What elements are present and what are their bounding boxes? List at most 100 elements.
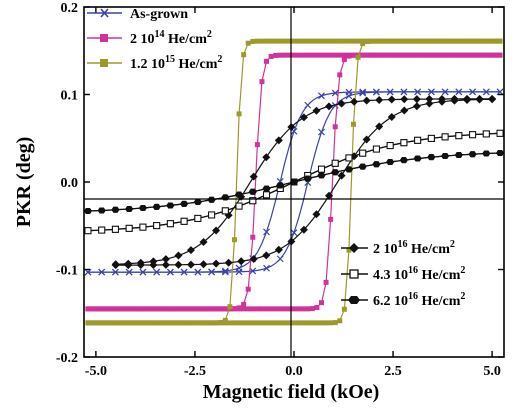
data-point [496,149,505,156]
data-point [325,191,333,200]
data-point [290,229,298,237]
data-point [245,40,251,46]
data-point [111,225,119,233]
data-point [199,306,205,312]
data-point [124,261,133,270]
data-point [454,152,463,159]
data-point [149,260,158,269]
y-tick-label: 0.0 [61,176,79,191]
data-point [314,320,320,326]
data-point [180,268,188,276]
data-point [286,320,292,326]
legend-label-as-grown: As-grown [130,7,188,22]
data-point [144,320,150,326]
data-point [273,52,279,58]
data-point [447,38,453,44]
data-point [456,38,462,44]
legend-swatch-marker-4-3e16 [349,269,359,279]
data-point [158,320,164,326]
data-point [166,202,175,209]
data-point [221,207,229,215]
data-point [337,52,343,58]
data-point [414,88,422,96]
y-tick-label: -0.2 [56,351,78,366]
data-point [222,320,228,326]
data-point [341,57,347,63]
data-point [83,208,92,215]
legend-item-1-2e15: 1.2 1015 He/cm2 [87,54,222,72]
data-point [99,320,105,326]
data-point [479,38,485,44]
data-point [405,38,411,44]
data-point [360,52,366,58]
data-point [250,320,256,326]
data-point [299,113,308,122]
data-point [318,320,324,326]
legend-top: As-grown 2 1014 He/cm2 1.2 1015 He/cm2 [87,7,222,72]
data-point [424,52,430,58]
data-point [424,38,430,44]
data-point [441,88,449,96]
data-point [112,320,118,326]
series-line [115,98,493,265]
data-point [126,320,132,326]
data-point [375,122,384,131]
data-point [413,155,422,162]
data-point [350,97,359,106]
data-point [405,52,411,58]
data-point [332,124,338,130]
data-point [488,95,497,104]
data-point [305,52,311,58]
data-point [482,88,490,96]
data-point [135,306,141,312]
legend-label-1-2e15: 1.2 1015 He/cm2 [130,54,222,72]
data-point [437,97,446,106]
data-point [460,52,466,58]
data-point [296,320,302,326]
legend-item-6-2e16: 6.2 1016 He/cm2 [341,291,465,309]
data-point [277,320,283,326]
data-point [291,306,297,312]
data-point [305,306,311,312]
data-point [332,52,338,58]
data-point [177,320,183,326]
x-tick-label: 0.0 [285,364,303,379]
data-point [125,205,134,212]
data-point [497,52,503,58]
data-point [346,247,352,253]
x-tick-label: -2.5 [184,364,206,379]
data-point [277,38,283,44]
data-point [387,112,396,121]
data-point [451,52,457,58]
data-point [474,38,480,44]
data-point [383,38,389,44]
data-point [291,320,297,326]
data-point [194,214,202,222]
data-point [263,191,271,199]
data-point [138,204,147,211]
data-point [386,159,395,166]
data-point [268,53,274,59]
data-point [122,306,128,312]
series-0 [84,88,504,276]
data-point [465,38,471,44]
data-point [241,306,247,312]
data-point [318,38,324,44]
data-point [282,52,288,58]
data-point [305,320,311,326]
series-layer [83,38,505,326]
data-point [314,305,320,311]
data-point [468,151,477,158]
data-point [186,260,195,269]
data-point [282,38,288,44]
data-point [84,227,92,235]
data-point [358,163,367,170]
data-point [400,106,409,115]
data-point [186,306,192,312]
data-point [364,38,370,44]
data-point [181,320,187,326]
data-point [399,157,408,164]
data-point [455,132,463,140]
data-point [208,268,216,276]
